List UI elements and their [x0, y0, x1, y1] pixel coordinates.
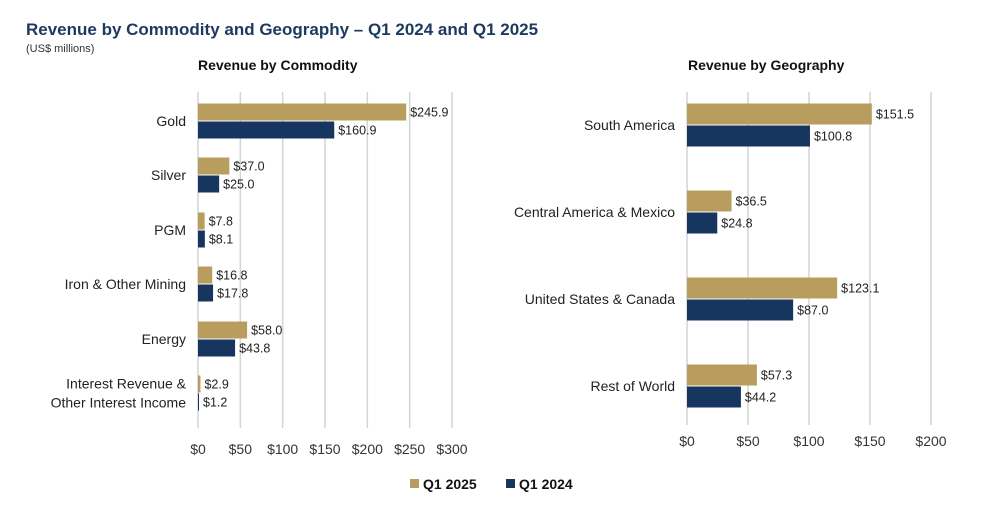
legend-swatch	[506, 479, 515, 488]
category-label: Gold	[156, 113, 186, 129]
x-tick-label: $150	[309, 441, 340, 457]
x-tick-label: $50	[736, 433, 760, 449]
x-tick-label: $200	[915, 433, 946, 449]
data-label: $37.0	[233, 160, 264, 174]
bar-q1-2025	[687, 103, 872, 125]
bar-q1-2025	[687, 277, 838, 299]
category-label: South America	[584, 117, 675, 133]
bar-q1-2024	[687, 299, 794, 321]
x-tick-label: $300	[436, 441, 467, 457]
bar-q1-2024	[687, 212, 718, 234]
bar-q1-2024	[198, 393, 200, 411]
data-label: $57.3	[761, 369, 792, 383]
x-tick-label: $50	[229, 441, 253, 457]
x-tick-label: $250	[394, 441, 425, 457]
chart-main-title: Revenue by Commodity and Geography – Q1 …	[26, 20, 539, 39]
chart-subtitle: (US$ millions)	[26, 43, 95, 55]
category-label: Energy	[142, 331, 186, 347]
data-label: $87.0	[797, 304, 828, 318]
data-label: $1.2	[203, 396, 227, 410]
bar-q1-2025	[198, 103, 407, 121]
x-tick-label: $150	[854, 433, 885, 449]
x-tick-label: $100	[793, 433, 824, 449]
data-label: $58.0	[251, 324, 282, 338]
bar-q1-2025	[198, 157, 230, 175]
data-label: $100.8	[814, 130, 852, 144]
data-label: $17.8	[217, 287, 248, 301]
data-label: $245.9	[410, 106, 448, 120]
data-label: $16.8	[216, 269, 247, 283]
data-label: $2.9	[204, 378, 228, 392]
bar-q1-2024	[198, 339, 236, 357]
legend-label: Q1 2024	[519, 476, 573, 492]
category-label: Silver	[151, 167, 186, 183]
bar-q1-2025	[687, 190, 732, 212]
category-label: Central America & Mexico	[514, 204, 675, 220]
category-label: Rest of World	[590, 378, 675, 394]
x-tick-label: $200	[352, 441, 383, 457]
data-label: $36.5	[736, 195, 767, 209]
bar-q1-2024	[687, 125, 810, 147]
bar-q1-2024	[198, 284, 214, 302]
category-label: Iron & Other Mining	[65, 276, 186, 292]
x-tick-label: $0	[679, 433, 695, 449]
data-label: $151.5	[876, 108, 914, 122]
data-label: $7.8	[209, 215, 233, 229]
category-label: Other Interest Income	[51, 395, 187, 411]
data-label: $123.1	[841, 282, 879, 296]
bar-q1-2024	[198, 175, 220, 193]
bar-q1-2024	[198, 230, 205, 248]
bar-q1-2025	[198, 212, 205, 230]
data-label: $24.8	[721, 217, 752, 231]
category-label: United States & Canada	[525, 291, 675, 307]
bar-q1-2024	[198, 121, 335, 139]
x-tick-label: $100	[267, 441, 298, 457]
bar-q1-2024	[687, 386, 741, 408]
bar-q1-2025	[687, 364, 757, 386]
data-label: $160.9	[338, 124, 376, 138]
legend-swatch	[410, 479, 419, 488]
x-tick-label: $0	[190, 441, 206, 457]
bar-q1-2025	[198, 375, 201, 393]
legend-label: Q1 2025	[423, 476, 477, 492]
subchart-title: Revenue by Commodity	[198, 57, 358, 73]
data-label: $44.2	[745, 391, 776, 405]
category-label: Interest Revenue &	[66, 376, 187, 392]
category-label: PGM	[154, 222, 186, 238]
data-label: $43.8	[239, 342, 270, 356]
data-label: $8.1	[209, 233, 233, 247]
bar-q1-2025	[198, 266, 213, 284]
bar-q1-2025	[198, 321, 248, 339]
subchart-title: Revenue by Geography	[688, 57, 845, 73]
data-label: $25.0	[223, 178, 254, 192]
